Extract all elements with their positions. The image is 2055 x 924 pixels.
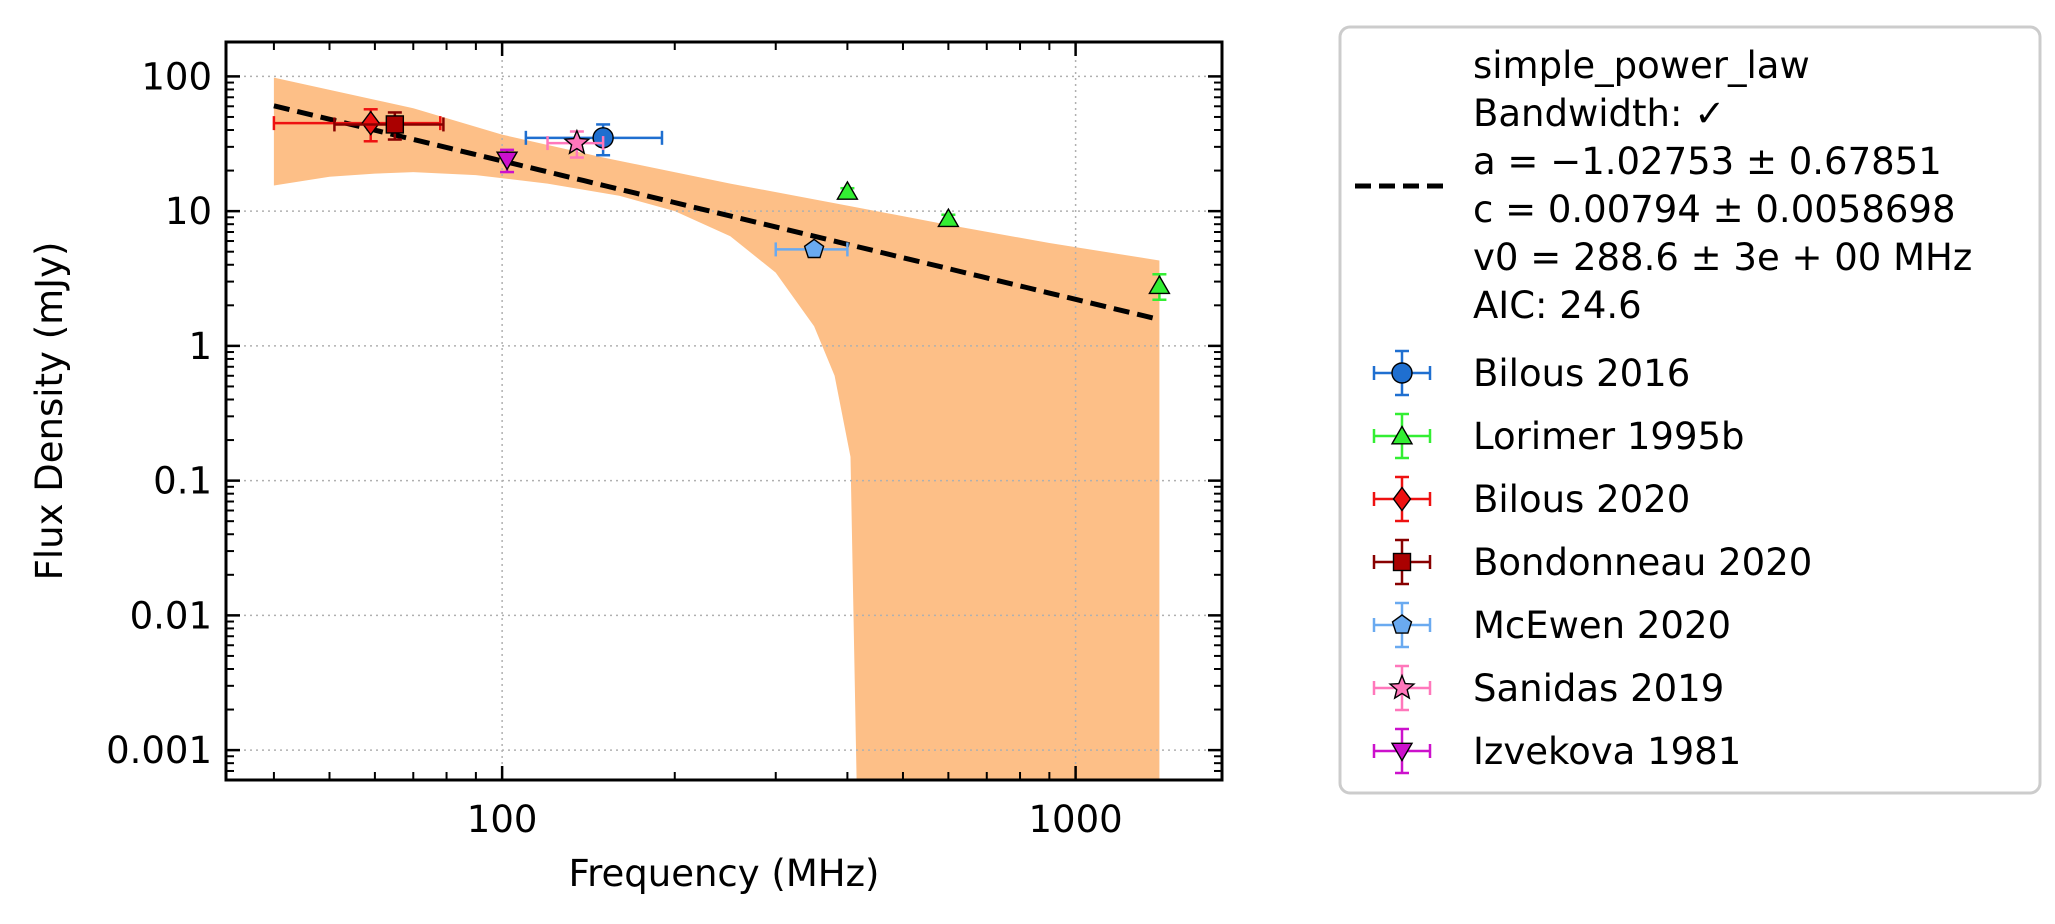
legend-label: Bilous 2020 (1473, 478, 1690, 521)
data-point (563, 128, 591, 155)
legend-marker (1390, 742, 1414, 762)
plot-frame (224, 40, 1224, 782)
legend-label: Sanidas 2019 (1473, 667, 1724, 710)
legend-fit-text: v0 = 288.6 ± 3e + 00 MHz (1473, 236, 1972, 279)
legend-marker (1390, 425, 1414, 445)
legend-entry-fit: simple_power_law Bandwidth: ✓ a = −1.02753… (1355, 44, 1972, 327)
legend-label: Izvekova 1981 (1473, 730, 1741, 773)
data-point (495, 151, 519, 171)
legend-label: Bilous 2016 (1473, 352, 1690, 395)
legend-entry-mcewen-2020: McEwen 2020 (1372, 601, 1731, 649)
y-tick-label: 100 (141, 55, 212, 98)
data-point (361, 110, 381, 136)
data-point (1148, 274, 1171, 295)
series-bilous-2020 (272, 108, 442, 143)
fit-confidence-band (273, 77, 1160, 780)
legend-entry-lorimer-1995b: Lorimer 1995b (1372, 412, 1745, 460)
x-tick-label: 100 (467, 798, 538, 841)
legend-box (1338, 25, 2042, 795)
y-tick-label: 0.1 (153, 460, 212, 503)
series-izvekova-1981 (495, 148, 519, 174)
series-sanidas-2019 (546, 128, 605, 159)
legend-entry-sanidas-2019: Sanidas 2019 (1372, 664, 1724, 712)
data-point (937, 207, 960, 228)
legend-entry-izvekova-1981: Izvekova 1981 (1372, 727, 1741, 775)
legend-label: McEwen 2020 (1473, 604, 1731, 647)
y-tick-label: 10 (165, 190, 212, 233)
legend-fit-text: c = 0.00794 ± 0.0058698 (1473, 188, 1955, 231)
series-bondonneau-2020 (333, 111, 445, 141)
y-tick-label: 1 (188, 325, 212, 368)
data-point (385, 115, 405, 134)
legend-marker (1391, 362, 1413, 384)
legend-entry-bilous-2020: Bilous 2020 (1372, 475, 1690, 523)
legend-marker (1392, 486, 1412, 512)
data-point (803, 238, 825, 259)
legend-entry-bilous-2016: Bilous 2016 (1372, 349, 1690, 397)
data-point (836, 180, 859, 200)
x-tick-label: 1000 (1029, 798, 1123, 841)
series-lorimer-1995b (836, 180, 1171, 301)
y-axis-title: Flux Density (mJy) (28, 242, 71, 581)
legend-entry-bondonneau-2020: Bondonneau 2020 (1372, 538, 1812, 586)
legend-fit-text: a = −1.02753 ± 0.67851 (1473, 140, 1942, 183)
legend-label: Bondonneau 2020 (1473, 541, 1812, 584)
y-tick-label: 0.001 (106, 729, 212, 772)
legend-label: Lorimer 1995b (1473, 415, 1745, 458)
legend-fit-text: AIC: 24.6 (1473, 284, 1642, 327)
legend-fit-text: simple_power_law (1473, 44, 1810, 87)
legend-fit-text: Bandwidth: ✓ (1473, 92, 1725, 135)
legend-marker (1391, 614, 1413, 634)
series-mcewen-2020 (774, 238, 849, 259)
legend-marker (1392, 552, 1412, 572)
legend-marker (1388, 673, 1416, 700)
y-tick-label: 0.01 (130, 594, 212, 637)
fit-line (273, 103, 1160, 323)
x-axis-title: Frequency (MHz) (569, 852, 880, 895)
